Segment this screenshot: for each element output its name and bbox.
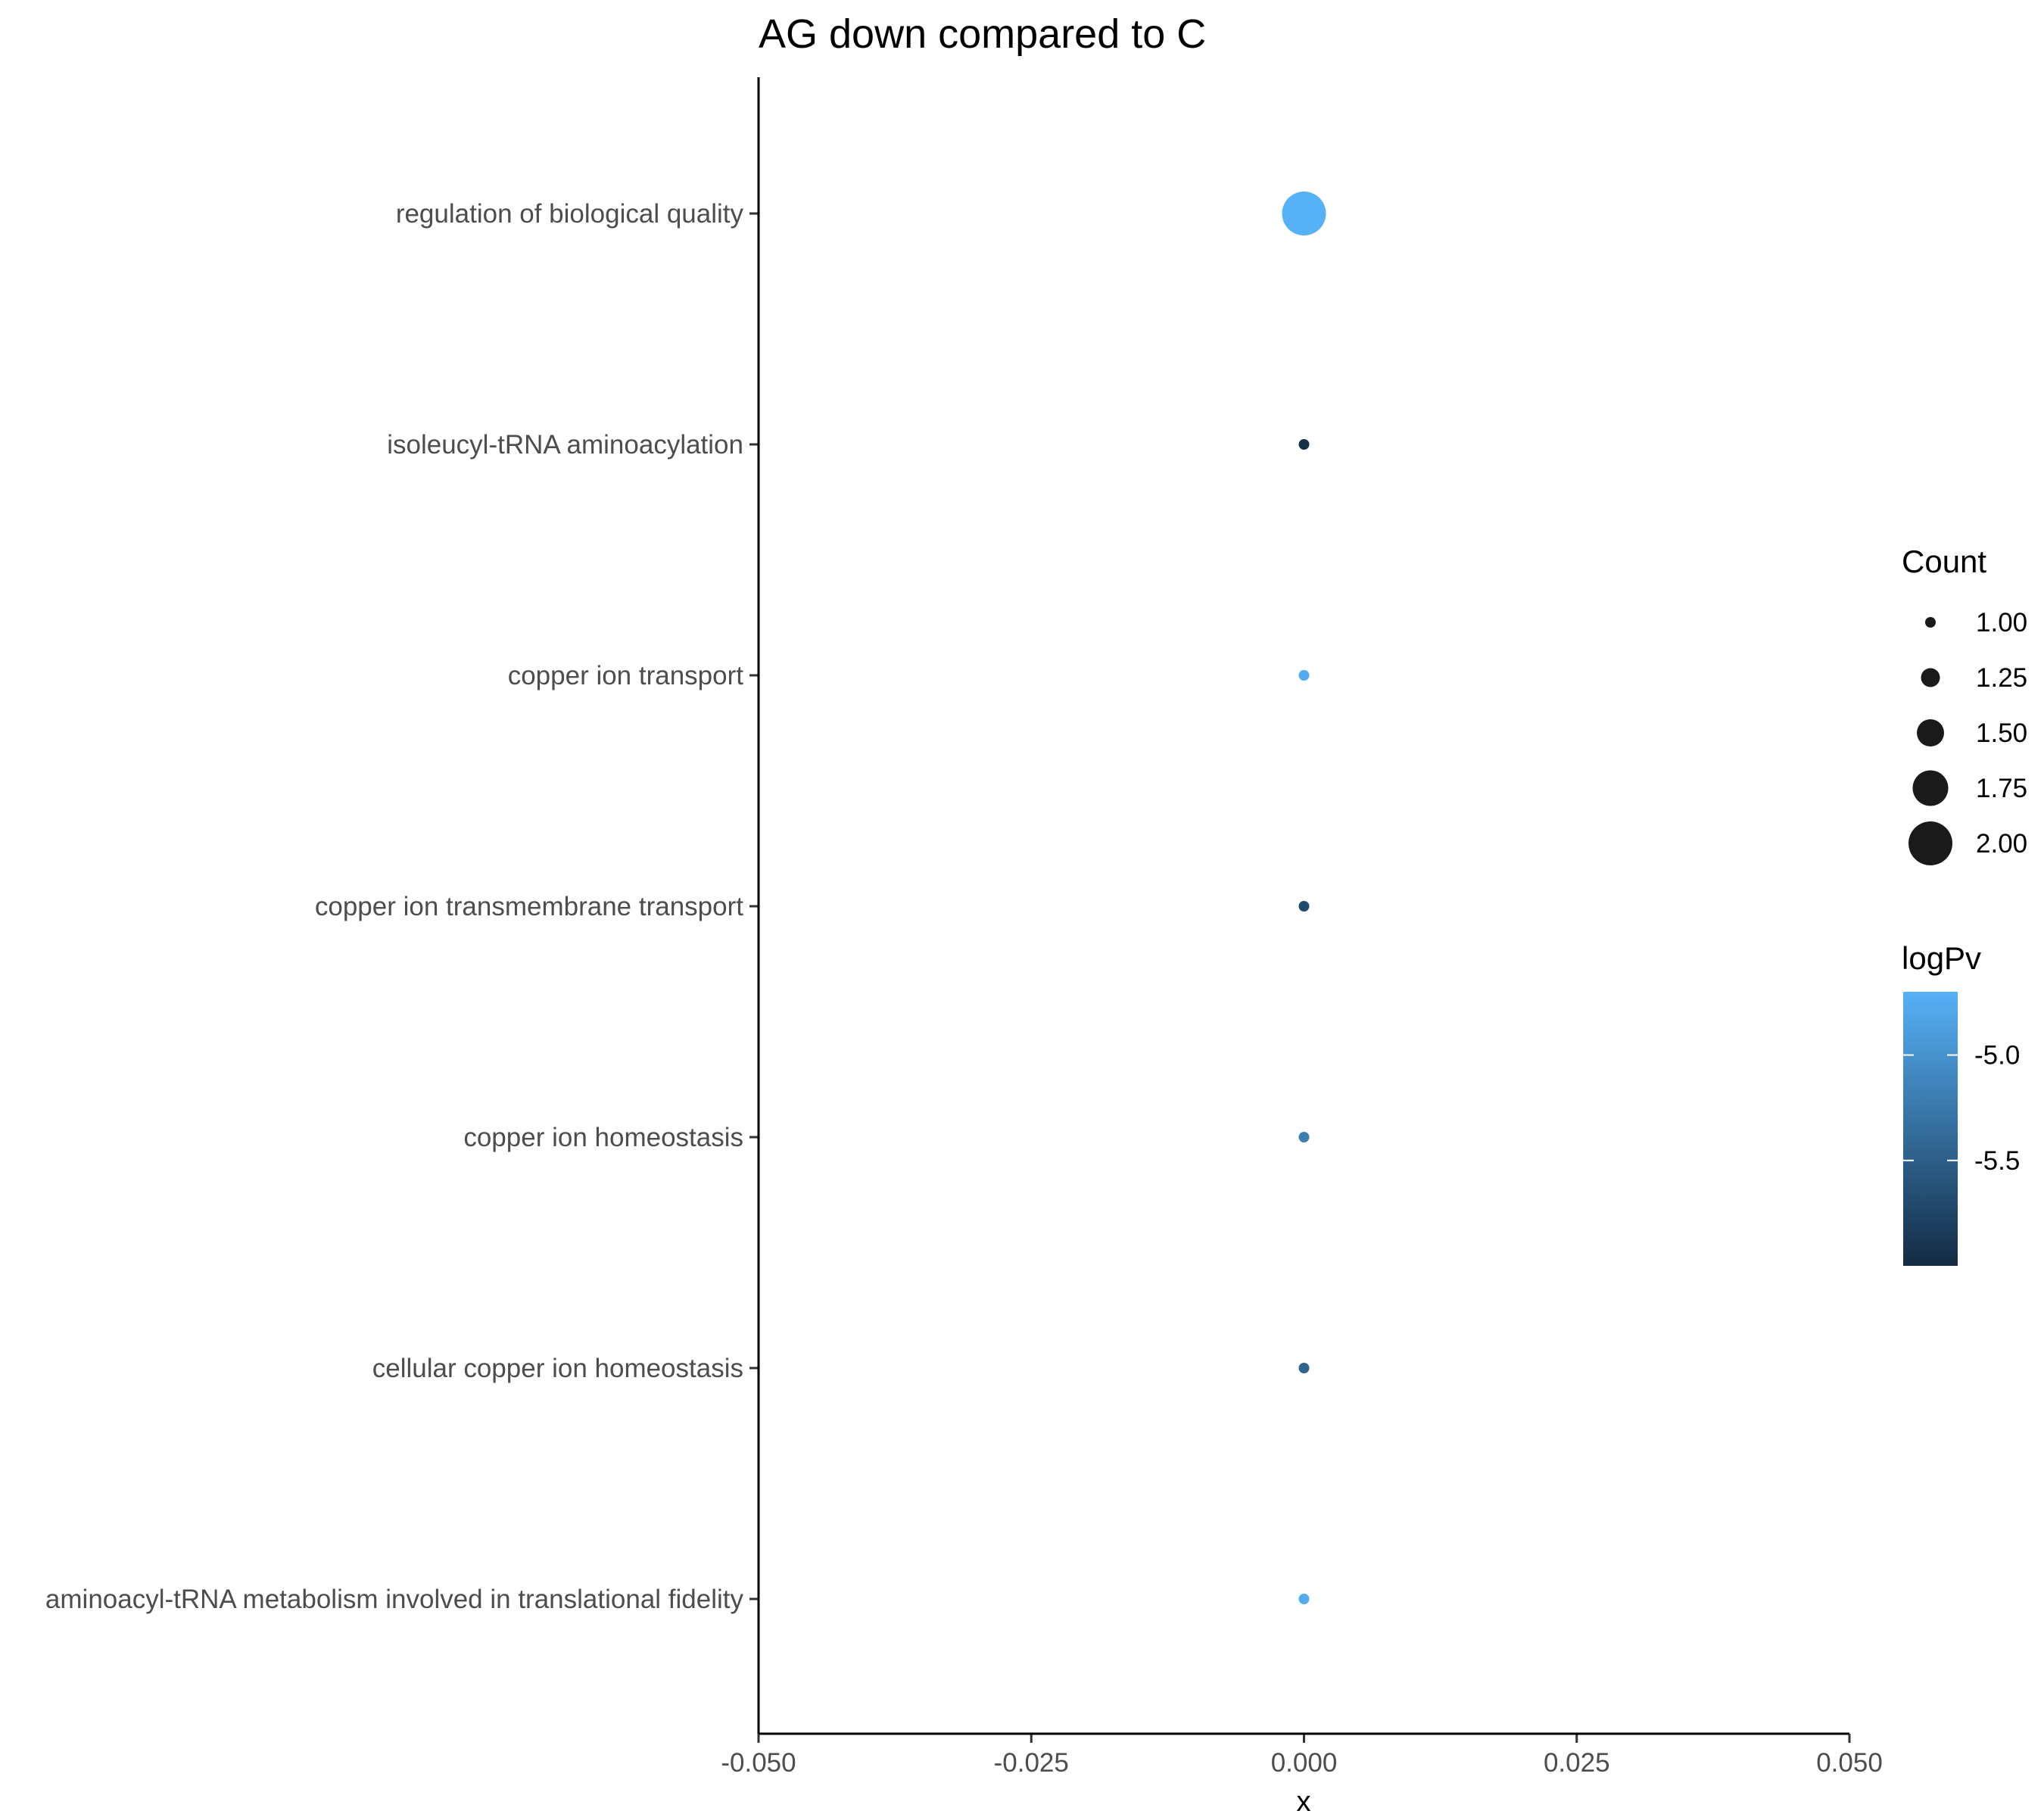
data-point xyxy=(1298,901,1310,912)
y-tick-label: regulation of biological quality xyxy=(396,199,744,229)
data-point xyxy=(1298,1132,1310,1142)
x-tick-label: 0.000 xyxy=(1271,1748,1338,1778)
size-legend-key xyxy=(1912,770,1949,806)
y-tick-label: cellular copper ion homeostasis xyxy=(372,1354,743,1383)
x-tick-label: 0.050 xyxy=(1816,1748,1883,1778)
size-legend-label: 1.50 xyxy=(1976,718,2027,748)
colorbar xyxy=(1903,992,1958,1266)
data-point xyxy=(1282,192,1326,235)
size-legend-key xyxy=(1908,821,1952,865)
colorbar-label: -5.0 xyxy=(1974,1041,2020,1071)
data-point xyxy=(1298,1594,1310,1604)
y-axis-ticks: regulation of biological quality isoleucy… xyxy=(45,199,759,1614)
color-legend-title: logPv xyxy=(1902,940,1981,976)
y-tick-label: copper ion transport xyxy=(508,661,744,690)
chart-title: AG down compared to C xyxy=(759,11,1206,57)
color-legend-ticks: -5.0 -5.5 xyxy=(1903,1041,2020,1176)
y-tick-label: copper ion transmembrane transport xyxy=(315,892,743,921)
size-legend-title: Count xyxy=(1902,544,1986,579)
size-legend-label: 1.00 xyxy=(1976,608,2027,637)
size-legend-key xyxy=(1925,617,1936,628)
y-tick-label: isoleucyl-tRNA aminoacylation xyxy=(387,430,743,460)
data-point xyxy=(1298,1363,1310,1373)
data-point xyxy=(1298,670,1310,681)
size-legend-key xyxy=(1917,719,1944,746)
size-legend-key xyxy=(1921,668,1940,687)
y-tick-label: aminoacyl-tRNA metabolism involved in tr… xyxy=(45,1585,744,1614)
data-points xyxy=(1282,192,1326,1604)
colorbar-label: -5.5 xyxy=(1974,1146,2020,1176)
data-point xyxy=(1298,439,1310,450)
x-tick-label: -0.025 xyxy=(994,1748,1069,1778)
x-tick-label: 0.025 xyxy=(1544,1748,1610,1778)
size-legend-label: 2.00 xyxy=(1976,829,2027,859)
legend: Count 1.001.251.501.752.00 logPv -5.0-5.… xyxy=(1902,544,2027,1266)
x-axis-title: x xyxy=(1297,1786,1311,1817)
x-axis-ticks: -0.050 -0.025 0.000 0.025 0.050 xyxy=(721,1734,1883,1778)
x-tick-label: -0.050 xyxy=(721,1748,796,1778)
size-legend-label: 1.75 xyxy=(1976,774,2027,803)
size-legend-label: 1.25 xyxy=(1976,663,2027,693)
y-tick-label: copper ion homeostasis xyxy=(463,1123,743,1152)
size-legend: 1.00 1.25 1.50 1.75 2.00 xyxy=(1908,608,2027,865)
